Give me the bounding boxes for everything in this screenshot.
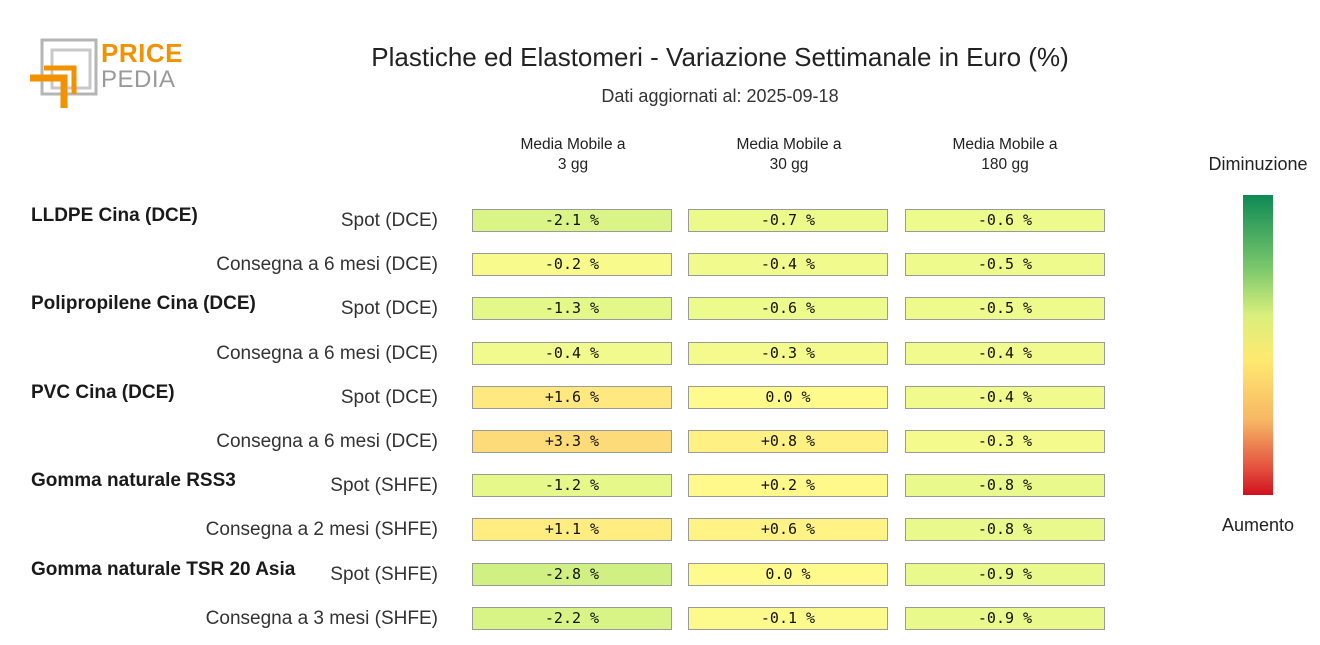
value-cell: -0.9 %: [905, 606, 1105, 630]
value-cell: +3.3 %: [472, 430, 672, 453]
value-cell: -2.2 %: [472, 606, 672, 630]
group-label: Gomma naturale TSR 20 Asia: [31, 558, 296, 580]
column-header-3gg: Media Mobile a 3 gg: [472, 135, 674, 175]
row-label: Consegna a 2 mesi (SHFE): [205, 519, 438, 541]
row-label: Spot (DCE): [340, 210, 438, 231]
column-header-line1: Media Mobile a: [952, 136, 1058, 153]
value-cell: -0.6 %: [688, 297, 888, 321]
value-cell: -0.4 %: [688, 253, 888, 277]
column-header-180gg: Media Mobile a 180 gg: [904, 135, 1106, 175]
logo-mark-icon: [30, 38, 98, 108]
value-cell: -1.3 %: [472, 297, 672, 321]
value-cell: -0.3 %: [688, 341, 888, 365]
value-cell: -1.2 %: [472, 474, 672, 498]
value-cell: -0.4 %: [905, 385, 1105, 409]
value-cell: -0.3 %: [905, 430, 1105, 453]
value-cell: -0.5 %: [905, 297, 1105, 321]
value-cell: -0.5 %: [905, 253, 1105, 277]
value-cell: -0.4 %: [472, 341, 672, 365]
value-cell: 0.0 %: [688, 562, 888, 586]
value-cell: +1.6 %: [472, 385, 672, 409]
group-label: LLDPE Cina (DCE): [31, 205, 198, 226]
column-header-line2: 180 gg: [981, 156, 1029, 173]
row-label: Spot (SHFE): [330, 475, 438, 497]
legend-color-scale: [1243, 195, 1273, 495]
group-label: Gomma naturale RSS3: [31, 470, 236, 492]
column-header-30gg: Media Mobile a 30 gg: [688, 135, 890, 175]
group-label: Polipropilene Cina (DCE): [31, 293, 256, 315]
value-cell: +0.2 %: [688, 474, 888, 498]
value-cell: -0.2 %: [472, 253, 672, 277]
column-header-line2: 30 gg: [769, 156, 809, 173]
value-cell: -0.8 %: [905, 518, 1105, 542]
row-label: Consegna a 6 mesi (DCE): [216, 431, 438, 452]
value-cell: -0.4 %: [905, 341, 1105, 365]
chart-subtitle: Dati aggiornati al: 2025-09-18: [601, 86, 839, 106]
column-header-line2: 3 gg: [557, 156, 589, 173]
value-cell: 0.0 %: [688, 385, 888, 409]
value-cell: -0.9 %: [905, 562, 1105, 586]
row-label: Spot (DCE): [340, 298, 438, 320]
value-cell: -2.8 %: [472, 562, 672, 586]
row-label: Spot (DCE): [340, 386, 438, 408]
column-header-line1: Media Mobile a: [736, 136, 842, 153]
value-cell: -2.1 %: [472, 209, 672, 232]
chart-title: Plastiche ed Elastomeri - Variazione Set…: [371, 42, 1069, 72]
value-cell: -0.6 %: [905, 209, 1105, 232]
value-cell: +1.1 %: [472, 518, 672, 542]
row-label: Consegna a 3 mesi (SHFE): [205, 607, 438, 629]
row-label: Spot (SHFE): [330, 563, 438, 585]
row-label: Consegna a 6 mesi (DCE): [216, 342, 438, 364]
row-label: Consegna a 6 mesi (DCE): [216, 254, 438, 276]
value-cell: +0.6 %: [688, 518, 888, 542]
value-cell: +0.8 %: [688, 430, 888, 453]
legend-label-diminuzione: Diminuzione: [1208, 154, 1308, 174]
value-cell: -0.8 %: [905, 474, 1105, 498]
group-label: PVC Cina (DCE): [31, 381, 175, 403]
logo-text-price: PRICE: [101, 38, 183, 68]
logo-text-pedia: PEDIA: [101, 66, 176, 93]
legend-label-aumento: Aumento: [1221, 515, 1295, 535]
value-cell: -0.1 %: [688, 606, 888, 630]
column-header-line1: Media Mobile a: [520, 136, 626, 153]
value-cell: -0.7 %: [688, 209, 888, 232]
